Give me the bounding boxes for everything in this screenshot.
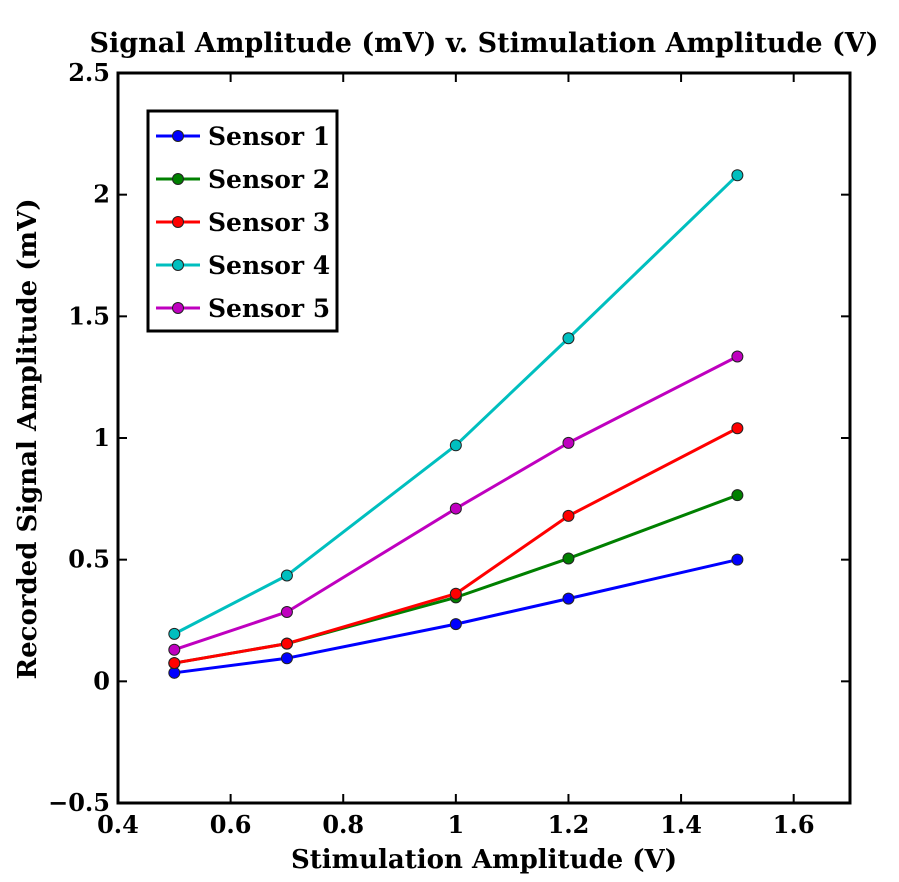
data-point xyxy=(168,643,181,656)
legend-swatch-marker xyxy=(172,216,184,228)
data-point xyxy=(731,422,744,435)
x-tick-label: 0.4 xyxy=(97,810,139,839)
legend-label: Sensor 1 xyxy=(208,122,330,151)
legend-label: Sensor 5 xyxy=(208,294,330,323)
data-point xyxy=(449,502,462,515)
data-point xyxy=(280,605,293,618)
legend-label: Sensor 4 xyxy=(208,251,330,280)
legend-swatch-marker xyxy=(172,173,184,185)
x-tick-label: 1.6 xyxy=(773,810,815,839)
legend-item: Sensor 1 xyxy=(156,122,330,151)
legend-label: Sensor 3 xyxy=(208,208,330,237)
data-point xyxy=(449,439,462,452)
legend-label: Sensor 2 xyxy=(208,165,330,194)
y-tick-label: −0.5 xyxy=(48,788,110,817)
data-point xyxy=(731,553,744,566)
series-3 xyxy=(168,422,744,670)
series-line xyxy=(174,558,738,675)
data-point xyxy=(562,332,575,345)
legend-item: Sensor 4 xyxy=(156,251,330,280)
y-axis-ticks: −0.5 0 0.5 1 1.5 2 2.5 xyxy=(48,58,850,817)
legend-swatch-marker xyxy=(172,302,184,314)
x-tick-label: 0.6 xyxy=(210,810,252,839)
data-point xyxy=(731,489,744,502)
y-axis-label: Recorded Signal Amplitude (mV) xyxy=(13,198,43,679)
data-point xyxy=(280,637,293,650)
chart-title: Signal Amplitude (mV) v. Stimulation Amp… xyxy=(89,28,878,59)
legend-item: Sensor 3 xyxy=(156,208,330,237)
data-point xyxy=(731,169,744,182)
x-tick-label: 1.4 xyxy=(660,810,702,839)
y-tick-label: 2 xyxy=(93,180,110,209)
data-point xyxy=(731,350,744,363)
y-tick-label: 0.5 xyxy=(68,545,110,574)
legend-item: Sensor 2 xyxy=(156,165,330,194)
x-axis-ticks: 0.4 0.6 0.8 1 1.2 1.4 1.6 xyxy=(97,73,815,839)
series-layer xyxy=(168,169,744,679)
x-tick-label: 1.2 xyxy=(548,810,590,839)
legend: Sensor 1 Sensor 2 Sensor 3 Sensor 4 Sensor 5 xyxy=(146,109,339,333)
legend-items: Sensor 1 Sensor 2 Sensor 3 Sensor 4 Sensor 5 xyxy=(156,122,330,323)
data-point xyxy=(562,436,575,449)
x-tick-label: 0.8 xyxy=(322,810,364,839)
data-point xyxy=(280,652,293,665)
y-tick-label: 1 xyxy=(93,423,110,452)
series-4 xyxy=(168,169,744,640)
legend-swatch-marker xyxy=(172,130,184,142)
data-point xyxy=(562,592,575,605)
x-tick-label: 1 xyxy=(447,810,464,839)
y-tick-label: 0 xyxy=(93,666,110,695)
data-point xyxy=(562,552,575,565)
x-axis-label: Stimulation Amplitude (V) xyxy=(291,845,677,875)
y-tick-label: 2.5 xyxy=(68,58,110,87)
series-5 xyxy=(168,350,744,656)
data-point xyxy=(280,569,293,582)
legend-swatch-marker xyxy=(172,259,184,271)
y-tick-label: 1.5 xyxy=(68,301,110,330)
data-point xyxy=(168,657,181,670)
data-point xyxy=(449,587,462,600)
data-point xyxy=(449,618,462,631)
data-point xyxy=(168,627,181,640)
data-point xyxy=(562,509,575,522)
series-1 xyxy=(168,553,744,679)
legend-item: Sensor 5 xyxy=(156,294,330,323)
